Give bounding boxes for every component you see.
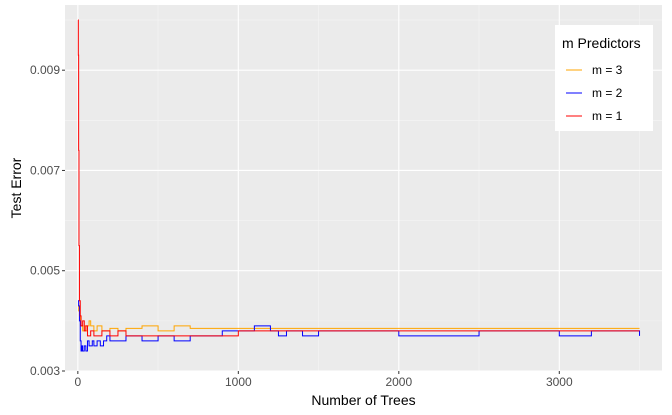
y-tick-label: 0.003 bbox=[30, 364, 60, 378]
legend-label-m-1: m = 1 bbox=[592, 109, 623, 123]
series-layer bbox=[77, 19, 641, 352]
y-tick-label: 0.005 bbox=[30, 264, 60, 278]
major-gridlines bbox=[65, 5, 662, 372]
y-axis-ticks: 0.003 0.005 0.007 0.009 bbox=[30, 63, 65, 378]
legend-background bbox=[555, 25, 653, 131]
y-tick-label: 0.009 bbox=[30, 63, 60, 77]
y-tick-label: 0.007 bbox=[30, 163, 60, 177]
y-axis-title: Test Error bbox=[8, 157, 24, 218]
x-tick-label: 0 bbox=[74, 375, 81, 389]
series-line-m-2 bbox=[78, 300, 641, 352]
x-tick-label: 1000 bbox=[225, 375, 252, 389]
x-axis-title: Number of Trees bbox=[311, 392, 415, 408]
x-axis-ticks: 0 1000 2000 3000 bbox=[74, 371, 573, 389]
x-tick-label: 2000 bbox=[385, 375, 412, 389]
legend-title: m Predictors bbox=[562, 35, 641, 51]
legend: m Predictors m = 3 m = 2 m = 1 bbox=[555, 25, 653, 131]
legend-label-m-2: m = 2 bbox=[592, 86, 623, 100]
series-line-m-1 bbox=[77, 19, 640, 337]
x-tick-label: 3000 bbox=[546, 375, 573, 389]
legend-items: m = 3 m = 2 m = 1 bbox=[566, 63, 623, 123]
legend-label-m-3: m = 3 bbox=[592, 63, 623, 77]
